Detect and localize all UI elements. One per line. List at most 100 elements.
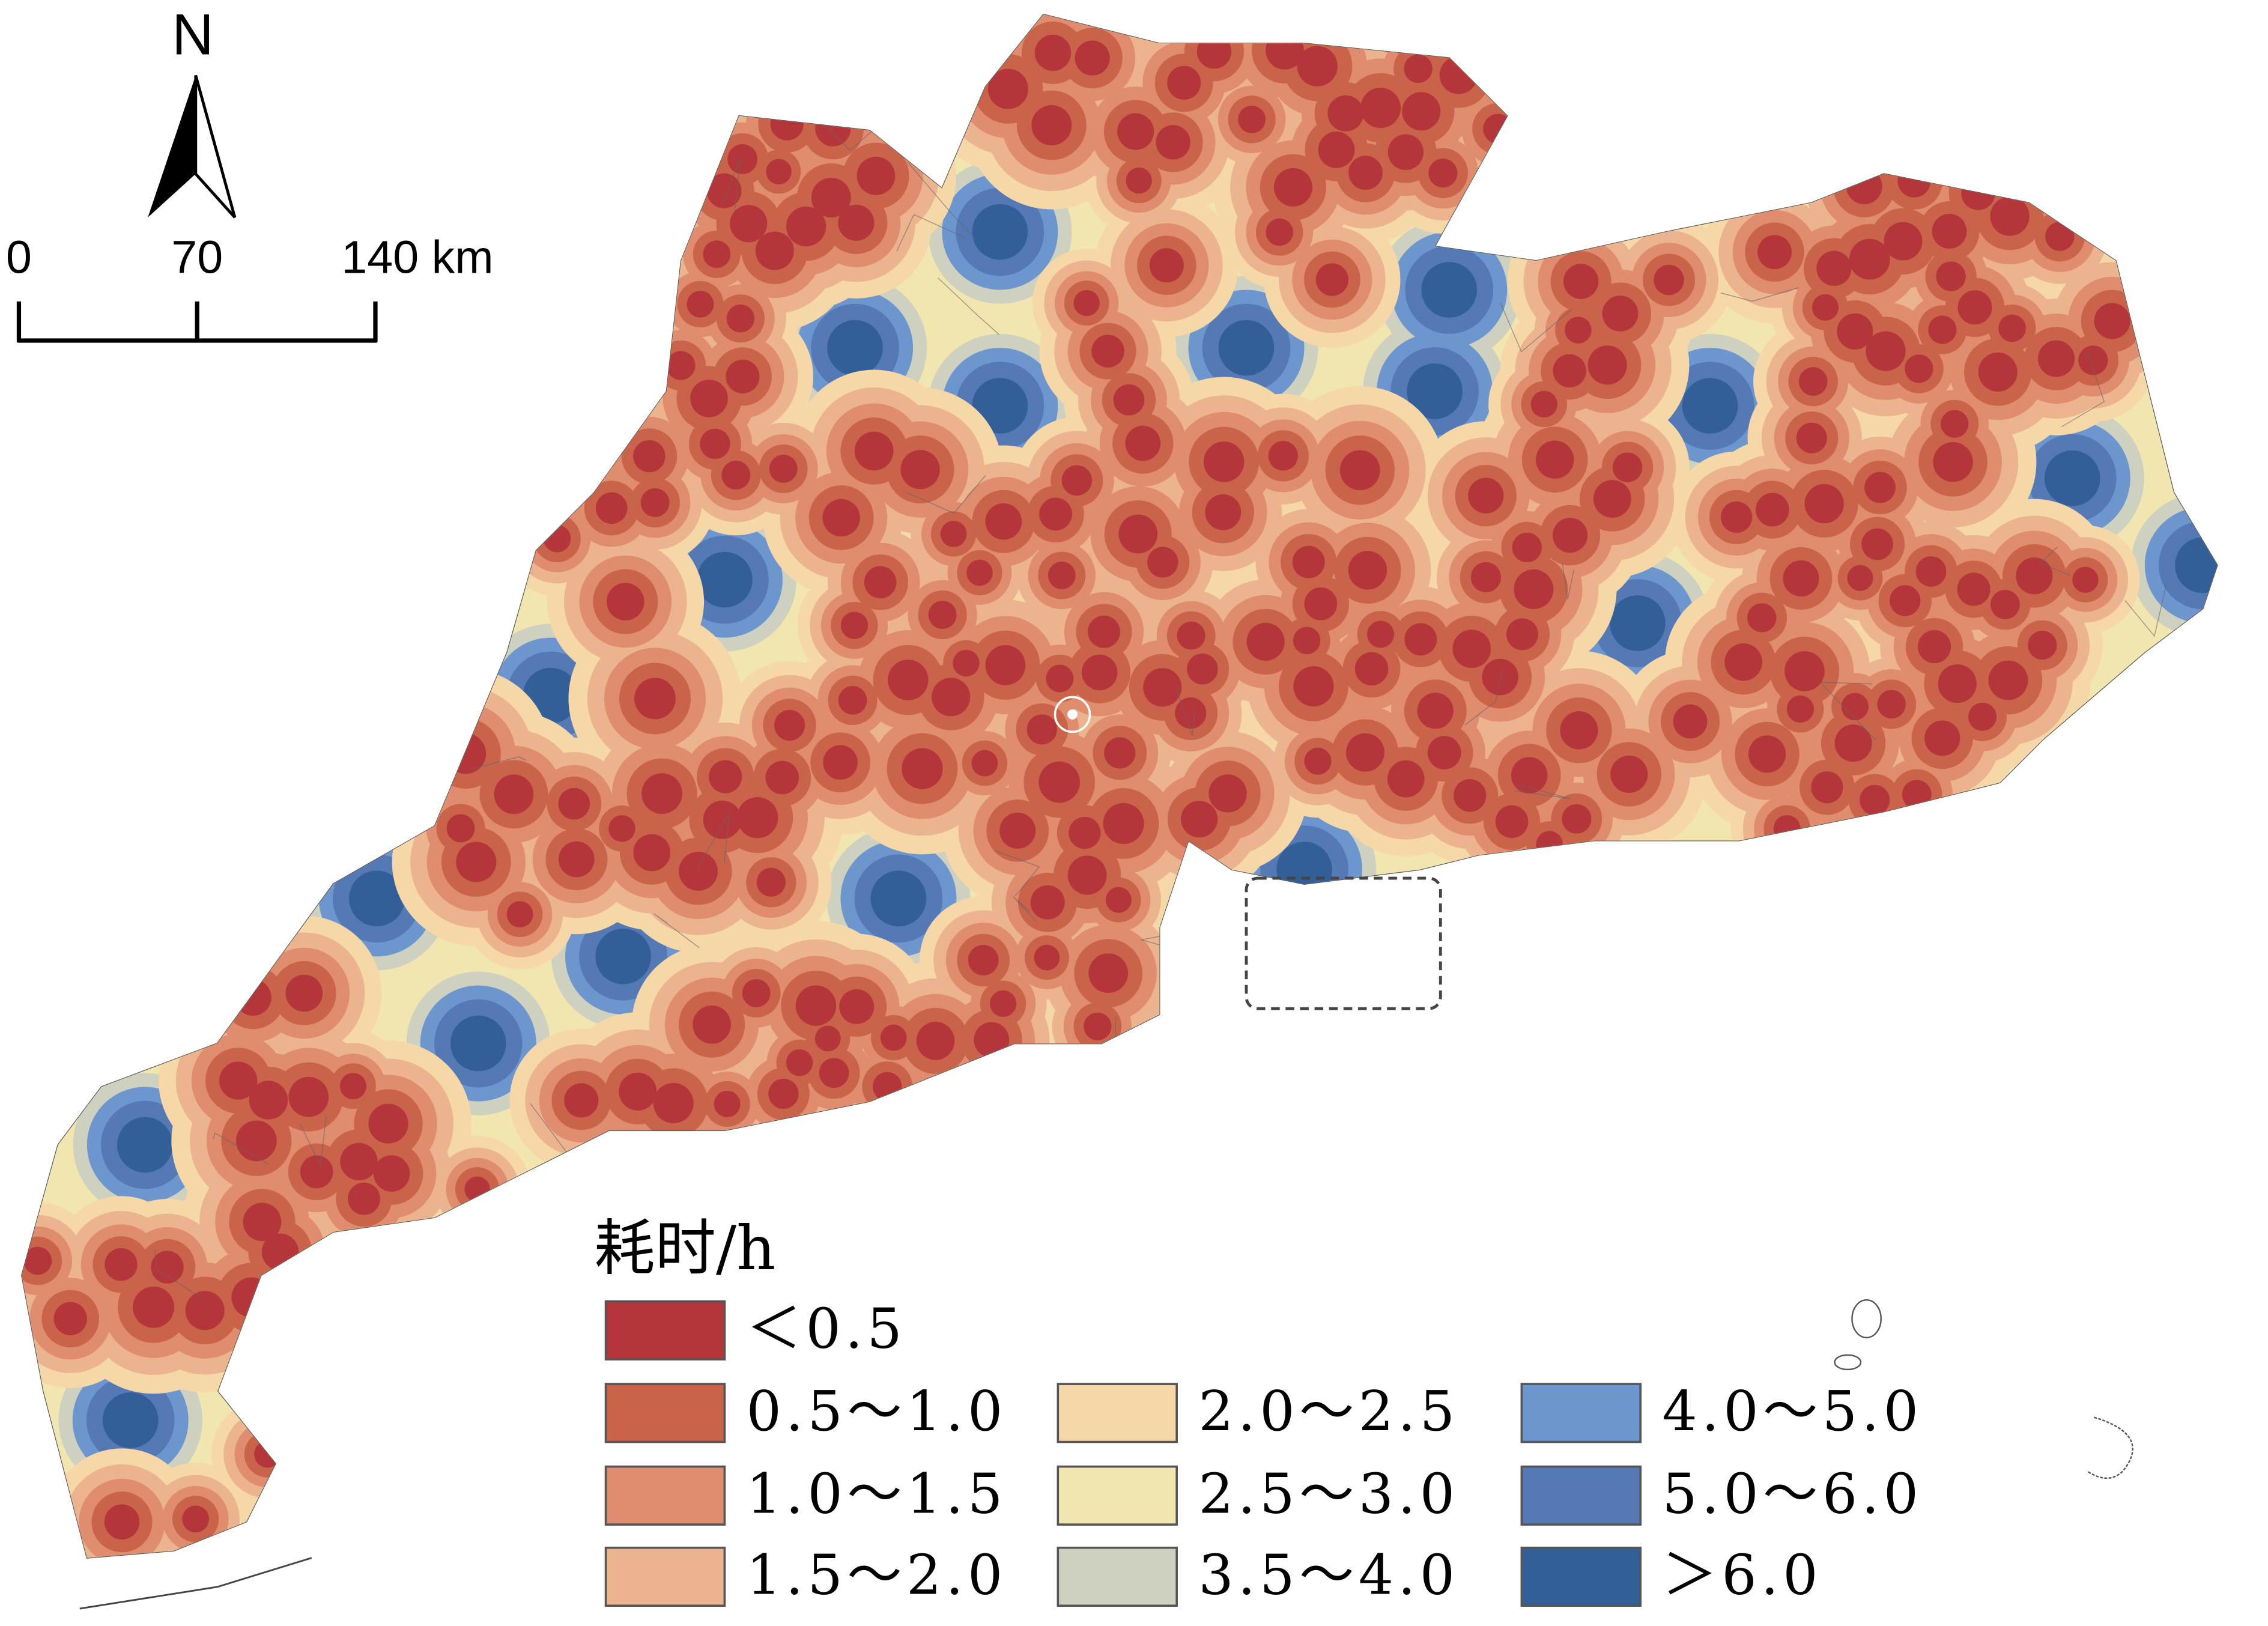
access-zone xyxy=(595,492,628,524)
access-zone xyxy=(1961,175,1995,210)
legend-label: 1.0～1.5 xyxy=(747,1462,1007,1526)
access-zone xyxy=(1067,855,1107,895)
scale-label: 0 xyxy=(6,232,32,284)
access-zone xyxy=(690,379,728,417)
access-zone xyxy=(1417,693,1454,729)
county-boundary xyxy=(154,1249,203,1299)
access-zone xyxy=(23,1246,52,1275)
access-zone xyxy=(1866,331,1906,371)
access-zone xyxy=(1031,105,1072,145)
remote-zone xyxy=(1276,842,1332,897)
access-zone xyxy=(1905,354,1933,383)
access-zone xyxy=(219,1061,258,1100)
access-zone xyxy=(1612,452,1643,482)
access-zone xyxy=(2078,345,2108,375)
access-zone xyxy=(687,291,714,318)
access-zone xyxy=(1069,816,1101,849)
access-zone xyxy=(1034,34,1072,71)
legend-label: ＜0.5 xyxy=(747,1297,906,1361)
county-boundary xyxy=(1514,784,1571,799)
access-zone xyxy=(1915,556,1947,587)
access-zone xyxy=(814,1025,841,1052)
access-zone xyxy=(1088,953,1129,993)
county-boundary xyxy=(300,1116,327,1168)
legend-label: 1.5～2.0 xyxy=(747,1543,1007,1607)
access-zone xyxy=(1506,618,1538,651)
access-zone xyxy=(1156,125,1190,160)
remote-zone xyxy=(1421,262,1478,318)
legend-title: 耗时/h xyxy=(594,1213,775,1284)
access-zone xyxy=(1483,114,1514,144)
scale-label: 70 xyxy=(171,232,223,284)
access-zone xyxy=(755,231,794,270)
access-zone xyxy=(1512,532,1542,563)
access-zone xyxy=(823,745,858,780)
access-zone xyxy=(1991,589,2020,619)
access-zone xyxy=(679,851,718,891)
access-zone xyxy=(1884,222,1923,261)
access-zone xyxy=(857,156,896,195)
access-zone xyxy=(1861,528,1893,560)
access-zone xyxy=(1998,314,2026,342)
access-zone xyxy=(1402,92,1441,131)
center-marker-ring xyxy=(1054,696,1091,733)
county-boundary xyxy=(1216,1279,1233,1383)
access-zone xyxy=(105,1248,138,1281)
access-zone xyxy=(726,305,755,333)
access-zone xyxy=(693,1005,731,1044)
county-boundary xyxy=(1668,1112,1716,1167)
access-zone xyxy=(822,499,860,537)
access-zone xyxy=(1720,501,1753,533)
county-boundary xyxy=(232,156,292,168)
access-zone xyxy=(737,797,778,839)
access-zone xyxy=(1796,422,1827,454)
access-zone xyxy=(2028,631,2057,660)
north-label: N xyxy=(172,3,214,67)
access-zone xyxy=(1860,784,1890,816)
access-zone xyxy=(1203,441,1245,482)
access-zone xyxy=(770,107,804,141)
county-boundary xyxy=(1750,128,1778,178)
access-zone xyxy=(182,1505,210,1533)
access-zone xyxy=(1439,56,1478,94)
access-zone xyxy=(254,1440,281,1468)
access-zone xyxy=(564,1083,599,1118)
county-boundary xyxy=(653,913,700,948)
access-zone xyxy=(339,1073,366,1100)
access-zone xyxy=(1387,760,1425,798)
county-boundary xyxy=(106,560,182,575)
north-arrow-left xyxy=(148,75,196,217)
access-zone xyxy=(1978,352,2018,392)
access-zone xyxy=(1367,620,1395,648)
access-zone xyxy=(1812,294,1839,321)
access-zone xyxy=(819,1058,849,1088)
access-zone xyxy=(928,601,957,629)
access-zone xyxy=(1118,514,1158,554)
access-zone xyxy=(151,1251,184,1284)
access-zone xyxy=(1511,757,1548,794)
access-zone xyxy=(1073,290,1100,317)
access-zone xyxy=(1266,31,1304,70)
access-zone xyxy=(1238,105,1266,133)
access-zone xyxy=(464,1176,490,1203)
access-zone xyxy=(300,1155,333,1189)
access-zone xyxy=(1849,238,1890,280)
county-boundary xyxy=(240,737,250,814)
access-zone xyxy=(1030,885,1065,920)
access-zone xyxy=(706,173,742,208)
access-zone xyxy=(1593,480,1631,518)
county-boundary xyxy=(1729,154,1779,163)
access-zone xyxy=(1452,629,1491,669)
access-zone xyxy=(1081,654,1118,691)
legend-label: 0.5～1.0 xyxy=(747,1379,1007,1443)
remote-zone xyxy=(1682,378,1738,434)
access-zone xyxy=(1387,134,1424,171)
access-zone xyxy=(1924,720,1960,756)
access-zone xyxy=(1292,545,1325,578)
access-zone xyxy=(1327,95,1364,132)
access-zone xyxy=(1563,264,1599,299)
access-zone xyxy=(1610,755,1648,793)
access-zone xyxy=(1143,668,1182,707)
county-boundary xyxy=(22,163,103,181)
